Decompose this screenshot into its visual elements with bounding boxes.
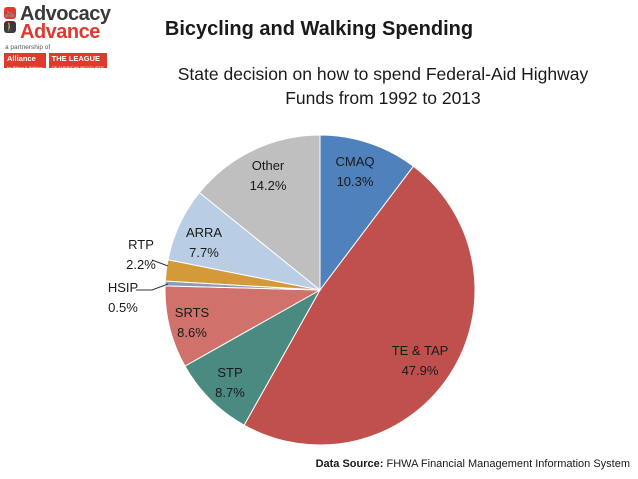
slice-label-rtp: RTP — [128, 237, 154, 252]
advocacy-advance-logo: 🚲 🚶 Advocacy Advance a partnership of Al… — [4, 3, 132, 105]
logo-line-1: Advocacy — [20, 3, 111, 25]
alliance-logo: Alliance for Biking & Walking — [4, 53, 46, 70]
chart-subtitle: State decision on how to spend Federal-A… — [138, 62, 628, 110]
slice-value-cmaq: 10.3% — [337, 174, 374, 189]
logo-figure-icons: 🚲 🚶 — [4, 7, 16, 33]
chart-title: Bicycling and Walking Spending — [164, 18, 474, 40]
pie-slice-te-tap — [243, 165, 476, 446]
slice-value-arra: 7.7% — [189, 245, 219, 260]
pie-slice-srts — [164, 285, 322, 367]
logo-line-2: Advance — [20, 21, 100, 43]
slice-label-arra: ARRA — [186, 225, 222, 240]
slice-label-stp: STP — [217, 365, 242, 380]
leader-line-hsip — [136, 283, 169, 291]
cyclist-icon: 🚲 — [4, 7, 16, 19]
slice-label-other: Other — [252, 158, 285, 173]
league-sub: OF AMERICAN BICYCLISTS — [51, 65, 104, 70]
data-source-label: Data Source: — [315, 458, 384, 470]
alliance-sub: for Biking & Walking — [7, 65, 43, 70]
slice-value-te-tap: 47.9% — [402, 363, 439, 378]
slice-value-rtp: 2.2% — [126, 257, 156, 272]
league-name: THE LEAGUE — [51, 54, 100, 63]
slice-label-te-tap: TE & TAP — [392, 343, 449, 358]
slice-label-cmaq: CMAQ — [336, 154, 375, 169]
leader-line-rtp — [151, 259, 169, 267]
slice-value-other: 14.2% — [250, 178, 287, 193]
walker-icon: 🚶 — [4, 21, 16, 33]
slice-value-stp: 8.7% — [215, 385, 245, 400]
chart-subtitle-line-1: State decision on how to spend Federal-A… — [177, 64, 589, 84]
data-source-text: FHWA Financial Management Information Sy… — [383, 458, 630, 470]
partnership-text: a partnership of — [5, 44, 51, 51]
alliance-name: Alliance — [7, 54, 36, 63]
slice-value-srts: 8.6% — [177, 325, 207, 340]
pie-slice-other — [198, 134, 321, 292]
slice-label-srts: SRTS — [175, 305, 210, 320]
data-source: Data Source: FHWA Financial Management I… — [316, 458, 630, 470]
pie-slice-cmaq — [319, 134, 415, 292]
slice-value-hsip: 0.5% — [108, 300, 138, 315]
chart-subtitle-line-2: Funds from 1992 to 2013 — [285, 88, 481, 108]
league-logo: THE LEAGUE OF AMERICAN BICYCLISTS — [48, 53, 107, 70]
slice-label-hsip: HSIP — [108, 280, 138, 295]
pie-slice-stp — [184, 288, 322, 426]
